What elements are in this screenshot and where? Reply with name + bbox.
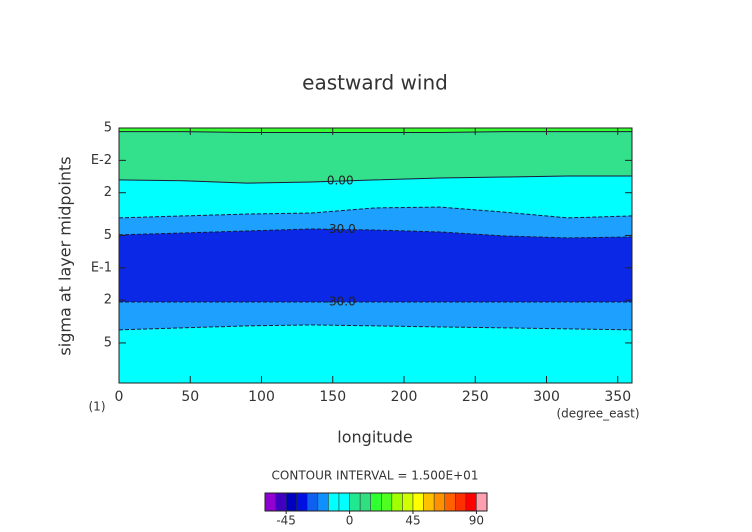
colorbar-cell	[455, 492, 467, 512]
y-tick-label: 2	[104, 185, 112, 200]
colorbar-cell	[402, 492, 414, 512]
y-axis-label: sigma at layer midpoints	[56, 156, 75, 355]
contour-line	[119, 324, 632, 331]
contour-label: 0.00	[327, 174, 354, 188]
x-unit-label: (degree_east)	[556, 407, 639, 421]
contour-line	[119, 175, 632, 184]
x-tick-label: 200	[391, 389, 418, 405]
colorbar-cell	[338, 492, 350, 512]
colorbar-cell	[465, 492, 477, 512]
y-tick-label: 5	[104, 228, 112, 243]
colorbar-cell	[328, 492, 340, 512]
x-tick-label: 150	[319, 389, 346, 405]
x-tick-label: 300	[533, 389, 560, 405]
colorbar-tick-label: 0	[346, 514, 354, 528]
colorbar-cell	[307, 492, 319, 512]
contour-band	[119, 324, 632, 383]
x-tick-label: 50	[181, 389, 199, 405]
colorbar-cell	[359, 492, 371, 512]
colorbar-tick-label: 45	[405, 514, 420, 528]
x-tick-label: 250	[462, 389, 489, 405]
colorbar-cell	[317, 492, 329, 512]
y-tick-label: E-2	[91, 153, 112, 168]
colorbar-cell	[285, 492, 297, 512]
colorbar-cell	[444, 492, 456, 512]
colorbar-cell	[370, 492, 382, 512]
x-tick-label: 0	[115, 389, 124, 405]
y-tick-label: 5	[104, 121, 112, 136]
contour-line	[119, 228, 632, 239]
plot-area: 0.00 -30.0 -30.0	[119, 128, 632, 383]
contour-label: -30.0	[325, 222, 356, 236]
x-tick-label: 100	[248, 389, 275, 405]
y-unit-label: (1)	[89, 400, 106, 414]
y-tick-label: 5	[104, 335, 112, 350]
x-axis-label: longitude	[337, 428, 412, 447]
y-tick-label: 2	[104, 293, 112, 308]
y-tick-label: E-1	[91, 260, 112, 275]
colorbar-cell	[349, 492, 361, 512]
x-tick-label: 350	[604, 389, 631, 405]
colorbar-cell	[476, 492, 488, 512]
chart-title: eastward wind	[302, 71, 448, 95]
colorbar-cell	[275, 492, 287, 512]
plot-frame	[118, 127, 633, 384]
colorbar-cell	[433, 492, 445, 512]
colorbar-tick-label: -45	[276, 514, 296, 528]
colorbar-cell	[412, 492, 424, 512]
colorbar-cell	[423, 492, 435, 512]
colorbar-cell	[264, 492, 276, 512]
contour-label: -30.0	[325, 294, 356, 308]
colorbar-cell	[381, 492, 393, 512]
contour-line	[119, 206, 632, 219]
colorbar-cell	[391, 492, 403, 512]
contour-interval: CONTOUR INTERVAL = 1.500E+01	[272, 469, 479, 483]
colorbar-cell	[296, 492, 308, 512]
colorbar-tick-label: 90	[469, 514, 484, 528]
colorbar-frame	[264, 492, 488, 512]
